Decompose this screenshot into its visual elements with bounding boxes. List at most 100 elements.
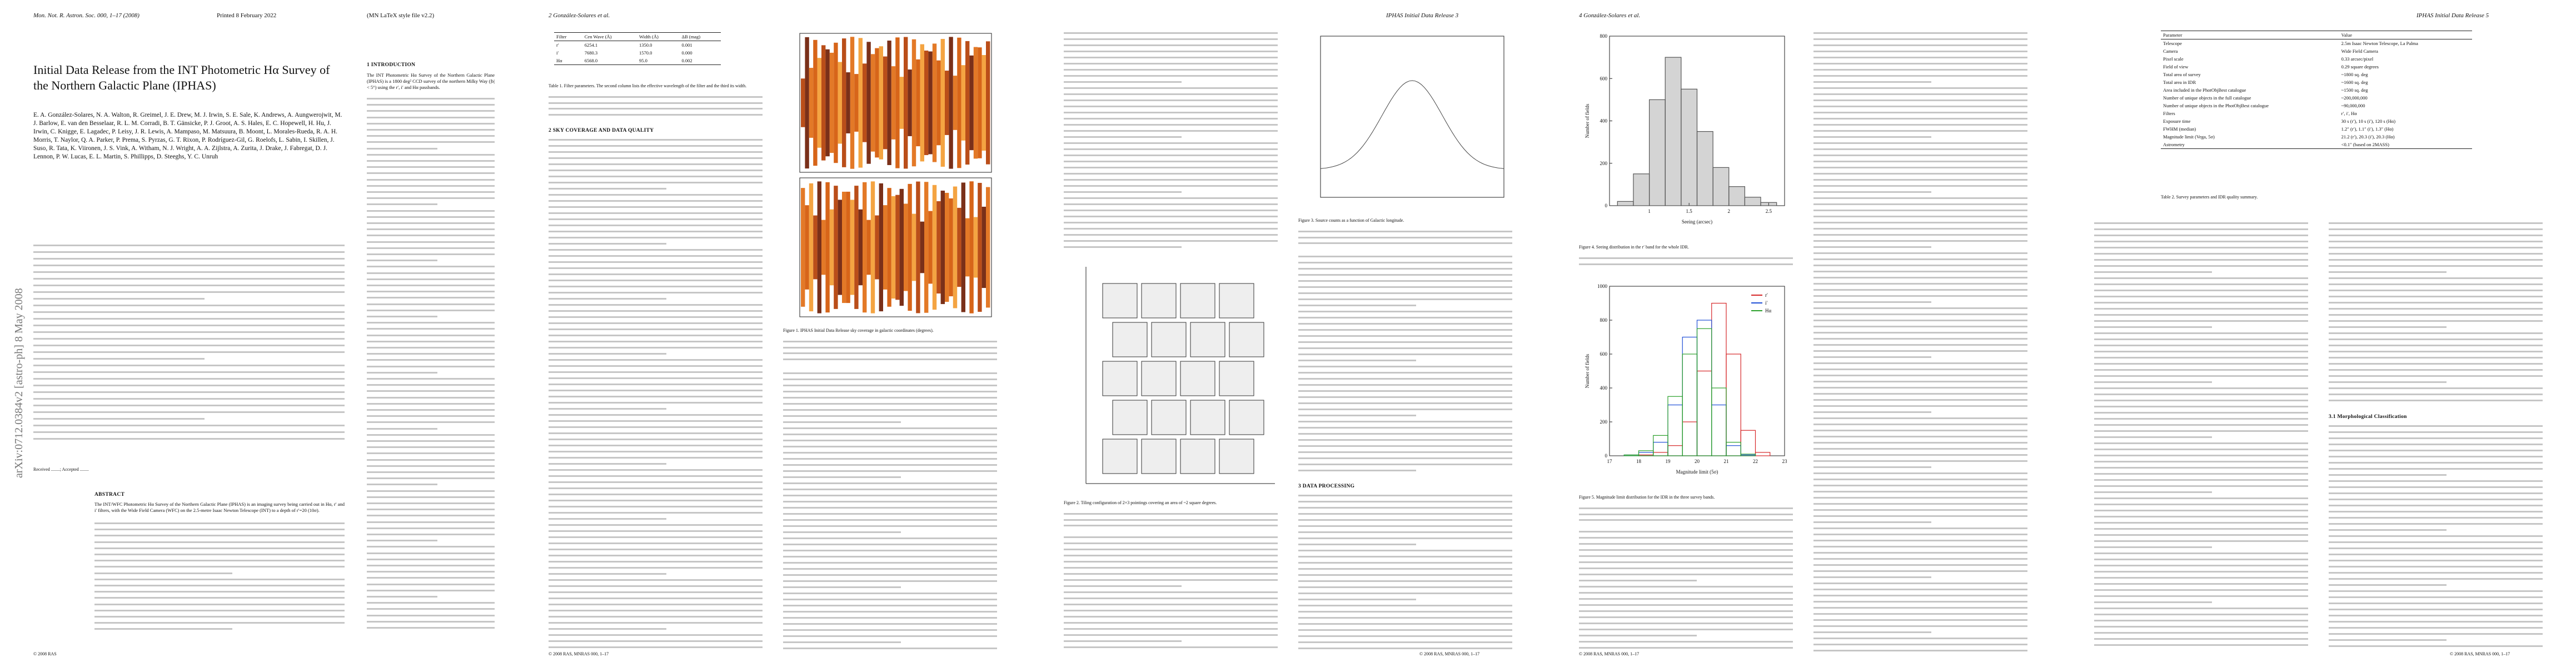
footer: © 2008 RAS, MNRAS 000, 1–17	[1419, 651, 1480, 656]
text-line	[94, 560, 345, 562]
text-line	[1813, 222, 2027, 223]
text-line	[367, 384, 495, 386]
text-line	[1064, 561, 1278, 563]
histogram-bar	[1712, 167, 1730, 206]
table-cell: Area included in the PhotObjBest catalog…	[2163, 87, 2246, 93]
text-line	[549, 335, 763, 336]
tiling-figure	[1085, 267, 1275, 484]
text-line	[33, 311, 345, 313]
text-line	[1813, 417, 2027, 419]
text-line	[549, 469, 763, 471]
x-tick-label: 22	[1753, 459, 1758, 464]
text-line	[2329, 627, 2543, 629]
text-line	[1064, 634, 1278, 636]
text-line	[1813, 399, 2027, 401]
text-line	[549, 579, 763, 581]
text-line	[2329, 253, 2543, 255]
text-line	[549, 567, 763, 569]
text-line	[1813, 44, 2027, 46]
text-line	[1298, 623, 1512, 625]
text-line	[1813, 650, 2027, 651]
text-line	[1813, 631, 1931, 633]
text-line	[2094, 400, 2308, 401]
text-line	[367, 552, 495, 554]
pointing-box	[1151, 400, 1187, 435]
text-line	[2094, 302, 2308, 303]
text-line	[1813, 118, 2027, 120]
text-line	[367, 160, 495, 162]
text-line	[549, 530, 763, 532]
text-line	[1298, 292, 1512, 294]
text-line	[549, 445, 763, 446]
text-line	[2329, 431, 2543, 433]
map-strip	[940, 190, 945, 305]
pointing-box	[1180, 361, 1215, 396]
text-line	[367, 396, 495, 399]
text-line	[1579, 580, 1697, 581]
text-line	[367, 471, 495, 473]
table-cell: 30 s (r′), 10 s (i′), 120 s (Hα)	[2341, 118, 2396, 124]
histogram-bar	[1728, 186, 1746, 206]
text-line	[1298, 457, 1512, 459]
text-line	[2329, 566, 2543, 568]
text-line	[1579, 635, 1697, 636]
text-line	[549, 255, 763, 257]
pointing-box	[1219, 439, 1254, 474]
text-line	[1064, 579, 1278, 581]
text-line	[1298, 495, 1512, 496]
text-line	[2094, 326, 2212, 328]
text-line	[2094, 290, 2308, 291]
pointing-box	[1190, 400, 1225, 435]
text-line	[2094, 442, 2308, 444]
text-line	[549, 353, 666, 355]
text-line	[783, 358, 997, 360]
map-strip	[916, 59, 920, 147]
text-line	[549, 206, 763, 208]
text-line	[2329, 444, 2543, 445]
text-line	[1064, 81, 1182, 83]
text-line	[367, 534, 495, 535]
text-line	[33, 385, 345, 386]
plot-frame	[1320, 36, 1504, 198]
text-line	[783, 458, 997, 460]
text-line	[1579, 531, 1793, 532]
text-line	[549, 610, 763, 611]
text-line	[549, 347, 763, 349]
text-line	[549, 188, 666, 190]
text-line	[367, 490, 495, 492]
histogram-bar	[1755, 452, 1771, 456]
text-line	[367, 484, 437, 486]
table-cell: Wide Field Camera	[2341, 48, 2378, 54]
y-tick-label: 600	[1600, 351, 1608, 357]
text-line	[1298, 580, 1512, 582]
text-line	[1064, 93, 1278, 95]
histogram-bar	[1696, 328, 1712, 456]
style-note: (MN LaTeX style file v2.2)	[367, 12, 435, 19]
text-line	[2094, 394, 2308, 395]
text-line	[1298, 611, 1512, 613]
text-line	[2094, 510, 2308, 511]
text-line	[783, 440, 997, 441]
text-line	[1579, 592, 1793, 594]
text-line	[1579, 610, 1793, 612]
text-line	[549, 408, 666, 410]
text-line	[1579, 629, 1793, 630]
text-line	[2094, 235, 2308, 236]
text-line	[94, 541, 345, 543]
text-line	[1813, 479, 2027, 480]
text-line	[367, 153, 495, 156]
text-line	[2094, 314, 2308, 316]
text-line	[1813, 124, 2027, 126]
table-cell: Number of unique objects in the full cat…	[2163, 95, 2251, 101]
text-line	[549, 157, 763, 159]
text-line	[367, 309, 495, 311]
text-line	[367, 222, 495, 224]
text-line	[2329, 265, 2543, 267]
map-strip	[965, 218, 970, 277]
page: 4 González-Solares et al. 0 200 400 600 800 1 1…	[1546, 0, 2061, 667]
text-line	[549, 542, 763, 544]
map-strip	[846, 191, 850, 303]
table-cell: Magnitude limit (Vega, 5σ)	[2163, 134, 2215, 140]
text-line	[783, 556, 997, 558]
